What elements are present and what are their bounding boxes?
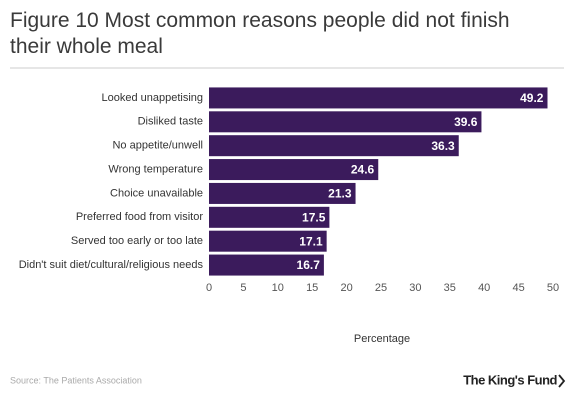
y-tick-label: Choice unavailable <box>110 187 203 199</box>
bar <box>209 254 324 276</box>
x-tick-label: 30 <box>409 282 421 294</box>
x-tick-label: 10 <box>272 282 284 294</box>
x-tick-label: 50 <box>547 282 559 294</box>
value-label: 36.3 <box>431 139 455 153</box>
bar <box>209 230 327 252</box>
value-label: 17.1 <box>299 234 323 248</box>
y-tick-label: Served too early or too late <box>71 235 203 247</box>
value-label: 21.3 <box>328 187 352 201</box>
y-tick-label: Disliked taste <box>138 116 203 128</box>
value-label: 39.6 <box>454 115 478 129</box>
logo-arrow <box>558 374 566 388</box>
x-tick-label: 15 <box>306 282 318 294</box>
logo: The King's Fund <box>463 372 557 387</box>
bar <box>209 87 548 109</box>
bar <box>209 159 379 181</box>
x-tick-label: 35 <box>444 282 456 294</box>
x-tick-label: 40 <box>478 282 490 294</box>
value-label: 16.7 <box>297 258 321 272</box>
x-tick-label: 20 <box>340 282 352 294</box>
y-tick-label: Didn't suit diet/cultural/religious need… <box>19 259 204 271</box>
bar <box>209 111 482 133</box>
y-tick-label: Wrong temperature <box>108 163 203 175</box>
y-tick-label: Looked unappetising <box>101 92 203 104</box>
x-tick-label: 25 <box>375 282 387 294</box>
y-tick-label: Preferred food from visitor <box>76 211 203 223</box>
value-label: 24.6 <box>351 163 375 177</box>
x-tick-label: 5 <box>240 282 246 294</box>
x-tick-label: 45 <box>512 282 524 294</box>
x-axis-label: Percentage <box>354 333 410 345</box>
value-label: 17.5 <box>302 210 326 224</box>
bar <box>209 206 330 228</box>
bar <box>209 182 356 204</box>
source: Source: The Patients Association <box>10 375 142 385</box>
x-tick-label: 0 <box>206 282 212 294</box>
y-tick-label: No appetite/unwell <box>112 140 203 152</box>
chart-title: Figure 10 Most common reasons people did… <box>10 9 510 58</box>
bar <box>209 135 459 157</box>
value-label: 49.2 <box>520 91 544 105</box>
